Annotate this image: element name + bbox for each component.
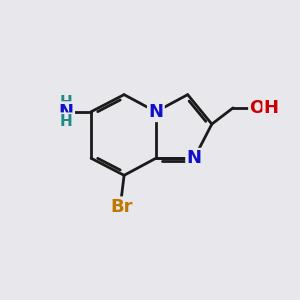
Text: Br: Br: [110, 198, 132, 216]
Text: H: H: [60, 114, 73, 129]
Text: H: H: [60, 95, 73, 110]
Text: O: O: [250, 99, 265, 117]
Text: N: N: [148, 103, 164, 121]
Text: H: H: [264, 99, 279, 117]
Text: N: N: [58, 103, 74, 121]
Text: N: N: [187, 149, 202, 167]
